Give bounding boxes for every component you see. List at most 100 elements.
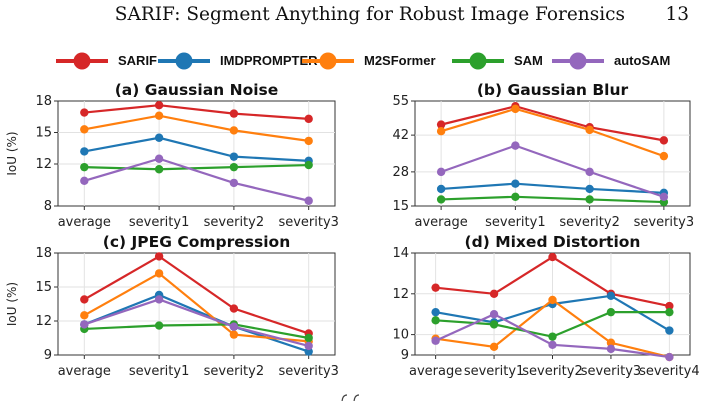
y-tick-label: 15 xyxy=(35,126,52,141)
data-point xyxy=(229,304,239,313)
data-point xyxy=(436,126,446,136)
data-point xyxy=(511,179,520,188)
data-point xyxy=(606,307,616,317)
y-tick-label: 12 xyxy=(35,157,52,172)
series-autosam xyxy=(436,141,669,202)
x-tick-label: severity3 xyxy=(278,215,338,230)
series-line xyxy=(84,136,309,162)
data-point xyxy=(80,295,89,304)
data-point xyxy=(548,252,557,262)
series-sarif xyxy=(80,101,313,124)
legend-marker-icon xyxy=(158,52,210,70)
page-header: SARIF: Segment Anything for Robust Image… xyxy=(0,0,703,40)
data-point xyxy=(154,165,164,174)
data-point xyxy=(585,125,594,135)
x-tick-label: severity2 xyxy=(204,364,264,379)
chart-panel-1: 8 12 15 18 average severity1 severity2 severity… xyxy=(5,81,339,230)
x-tick-label: severity1 xyxy=(129,215,189,230)
legend-marker-icon xyxy=(552,52,604,70)
data-point xyxy=(436,195,446,204)
series-line xyxy=(84,104,309,120)
series-line xyxy=(441,195,664,204)
series-autosam xyxy=(431,310,674,362)
series-line xyxy=(83,272,309,343)
data-point xyxy=(659,136,669,145)
data-point xyxy=(304,333,313,343)
y-tick-label: 28 xyxy=(392,165,409,180)
series-line xyxy=(441,182,664,194)
y-tick-label: 10 xyxy=(392,328,409,343)
data-point xyxy=(80,162,89,172)
data-point xyxy=(304,114,313,124)
chart-title: (a) Gaussian Noise xyxy=(115,81,279,99)
y-tick-label: 12 xyxy=(35,314,52,329)
legend-label: SAM xyxy=(514,53,543,68)
series-line xyxy=(83,293,310,353)
data-point xyxy=(489,342,499,352)
y-tick-label: 42 xyxy=(392,128,409,143)
series-line xyxy=(440,144,665,198)
y-tick-label: 9 xyxy=(44,348,52,363)
data-point xyxy=(304,160,313,170)
data-point xyxy=(511,141,520,150)
series-line xyxy=(83,298,309,347)
data-point xyxy=(80,320,89,329)
y-tick-label: 55 xyxy=(392,94,409,109)
y-tick-label: 18 xyxy=(35,94,52,109)
data-point xyxy=(229,178,239,188)
data-point xyxy=(659,151,669,161)
series-sarif xyxy=(80,252,313,338)
series-line xyxy=(84,163,309,171)
data-point xyxy=(436,167,446,177)
data-point xyxy=(489,289,499,298)
data-point xyxy=(154,154,164,163)
data-point xyxy=(229,109,239,118)
x-tick-label: severity1 xyxy=(485,215,545,230)
series-autosam xyxy=(80,295,313,351)
caption-fragment xyxy=(338,388,368,401)
y-tick-label: 15 xyxy=(392,199,409,214)
series-line xyxy=(84,114,309,142)
series-m2sformer xyxy=(80,111,313,146)
data-point xyxy=(489,320,499,329)
data-point xyxy=(489,310,499,319)
data-point xyxy=(431,336,440,345)
data-point xyxy=(80,125,89,134)
x-tick-label: severity3 xyxy=(581,364,641,379)
x-tick-label: average xyxy=(415,215,468,230)
series-line xyxy=(83,255,310,335)
data-point xyxy=(665,301,674,311)
x-tick-label: severity3 xyxy=(278,364,338,379)
x-tick-label: average xyxy=(58,215,111,230)
data-point xyxy=(436,184,446,194)
data-point xyxy=(229,162,239,172)
data-point xyxy=(585,195,594,204)
y-axis-label: IoU (%) xyxy=(5,131,19,175)
data-point xyxy=(304,196,313,205)
data-point xyxy=(606,291,616,301)
series-line xyxy=(84,157,309,202)
chart-panel-2: 15 28 42 55 average severity1 severity2 severit… xyxy=(392,81,694,230)
legend-marker-icon xyxy=(302,52,354,70)
y-tick-label: 15 xyxy=(35,280,52,295)
legend-label: autoSAM xyxy=(614,53,671,68)
data-point xyxy=(229,322,239,331)
data-point xyxy=(80,176,89,185)
data-point xyxy=(665,307,674,317)
series-sarif xyxy=(431,252,674,311)
legend-marker-icon xyxy=(452,52,504,70)
chart-panel-3: 9 12 15 18 average severity1 severity2 severity… xyxy=(5,233,339,379)
x-tick-label: severity1 xyxy=(129,364,189,379)
series-line xyxy=(440,107,665,158)
chart-title: (b) Gaussian Blur xyxy=(477,81,629,99)
y-tick-label: 14 xyxy=(392,246,409,261)
series-line xyxy=(440,105,665,142)
data-point xyxy=(154,269,164,278)
data-point xyxy=(548,332,557,341)
series-m2sformer xyxy=(436,104,669,161)
data-point xyxy=(154,321,164,330)
data-point xyxy=(154,101,164,110)
x-tick-label: severity2 xyxy=(204,215,264,230)
